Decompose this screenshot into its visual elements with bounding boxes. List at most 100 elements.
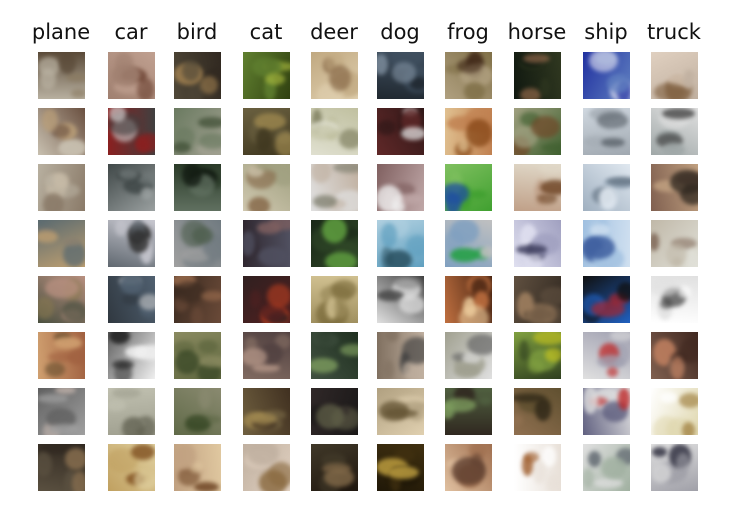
- image-texture: [190, 462, 204, 473]
- sample-image-bird-6: [174, 332, 221, 379]
- image-texture: [255, 164, 284, 172]
- image-texture: [588, 52, 619, 73]
- image-texture: [272, 165, 290, 187]
- image-texture: [590, 301, 625, 318]
- image-texture: [39, 444, 72, 454]
- sample-image-dog-2: [377, 108, 424, 155]
- image-texture: [534, 398, 551, 421]
- image-texture: [198, 339, 218, 354]
- image-texture: [337, 481, 357, 491]
- image-texture: [201, 290, 221, 302]
- image-texture: [198, 355, 221, 368]
- image-texture: [140, 186, 153, 200]
- image-texture: [108, 399, 127, 411]
- image-texture: [174, 280, 205, 303]
- image-texture: [588, 397, 608, 407]
- image-texture: [55, 388, 77, 395]
- image-texture: [385, 250, 413, 267]
- sample-image-horse-5: [514, 276, 561, 323]
- image-texture: [522, 54, 551, 64]
- image-texture: [541, 446, 557, 467]
- sample-image-frog-7: [445, 388, 492, 435]
- image-texture: [652, 415, 681, 435]
- sample-image-dog-3: [377, 164, 424, 211]
- image-texture: [139, 294, 155, 311]
- sample-image-truck-2: [651, 108, 698, 155]
- sample-image-truck-5: [651, 276, 698, 323]
- image-texture: [64, 448, 85, 470]
- sample-image-frog-6: [445, 332, 492, 379]
- sample-image-deer-7: [311, 388, 358, 435]
- image-texture: [598, 187, 617, 210]
- image-texture: [606, 367, 618, 377]
- image-texture: [454, 363, 481, 378]
- image-texture: [58, 141, 85, 155]
- image-texture: [676, 452, 691, 476]
- image-texture: [198, 132, 221, 149]
- sample-image-ship-6: [583, 332, 630, 379]
- sample-image-cat-4: [243, 220, 290, 267]
- image-texture: [340, 344, 358, 357]
- image-texture: [266, 283, 290, 309]
- image-texture: [519, 339, 530, 361]
- sample-image-bird-7: [174, 388, 221, 435]
- image-texture: [134, 345, 155, 361]
- image-texture: [191, 226, 214, 244]
- image-texture: [533, 460, 546, 484]
- image-texture: [111, 64, 141, 86]
- image-texture: [532, 332, 561, 345]
- image-texture: [445, 402, 454, 419]
- image-texture: [606, 73, 630, 93]
- image-texture: [617, 388, 630, 411]
- image-texture: [539, 286, 561, 306]
- image-texture: [514, 393, 545, 402]
- image-texture: [385, 332, 399, 343]
- sample-image-plane-3: [38, 164, 85, 211]
- image-texture: [44, 277, 79, 299]
- image-texture: [109, 332, 130, 345]
- image-texture: [46, 407, 77, 429]
- image-texture: [258, 246, 288, 266]
- image-texture: [383, 360, 394, 379]
- sample-image-horse-6: [514, 332, 561, 379]
- image-texture: [671, 356, 684, 379]
- image-texture: [539, 77, 551, 98]
- column-title-horse: horse: [507, 20, 567, 44]
- sample-image-dog-1: [377, 52, 424, 99]
- image-texture: [377, 53, 389, 76]
- sample-image-cat-2: [243, 108, 290, 155]
- image-texture: [593, 477, 624, 489]
- image-texture: [390, 468, 401, 491]
- image-texture: [251, 418, 278, 430]
- image-texture: [329, 198, 346, 209]
- image-texture: [528, 359, 544, 373]
- image-texture: [677, 286, 691, 298]
- image-texture: [193, 481, 220, 491]
- image-texture: [332, 164, 358, 174]
- image-texture: [48, 423, 80, 434]
- sample-image-car-7: [108, 388, 155, 435]
- sample-image-horse-4: [514, 220, 561, 267]
- sample-image-deer-6: [311, 332, 358, 379]
- sample-image-truck-1: [651, 52, 698, 99]
- image-texture: [468, 189, 488, 199]
- image-texture: [187, 82, 203, 99]
- sample-image-horse-7: [514, 388, 561, 435]
- image-texture: [324, 468, 354, 488]
- image-texture: [40, 68, 56, 90]
- image-texture: [243, 230, 256, 256]
- image-texture: [445, 397, 477, 412]
- image-texture: [456, 58, 483, 74]
- image-texture: [609, 332, 630, 341]
- image-texture: [198, 117, 221, 128]
- image-texture: [583, 388, 598, 415]
- sample-image-plane-6: [38, 332, 85, 379]
- image-texture: [257, 222, 281, 234]
- image-texture: [53, 332, 72, 342]
- image-texture: [401, 126, 424, 141]
- image-texture: [597, 112, 628, 129]
- sample-image-car-4: [108, 220, 155, 267]
- image-texture: [651, 278, 680, 297]
- image-texture: [458, 304, 489, 323]
- image-texture: [274, 131, 290, 155]
